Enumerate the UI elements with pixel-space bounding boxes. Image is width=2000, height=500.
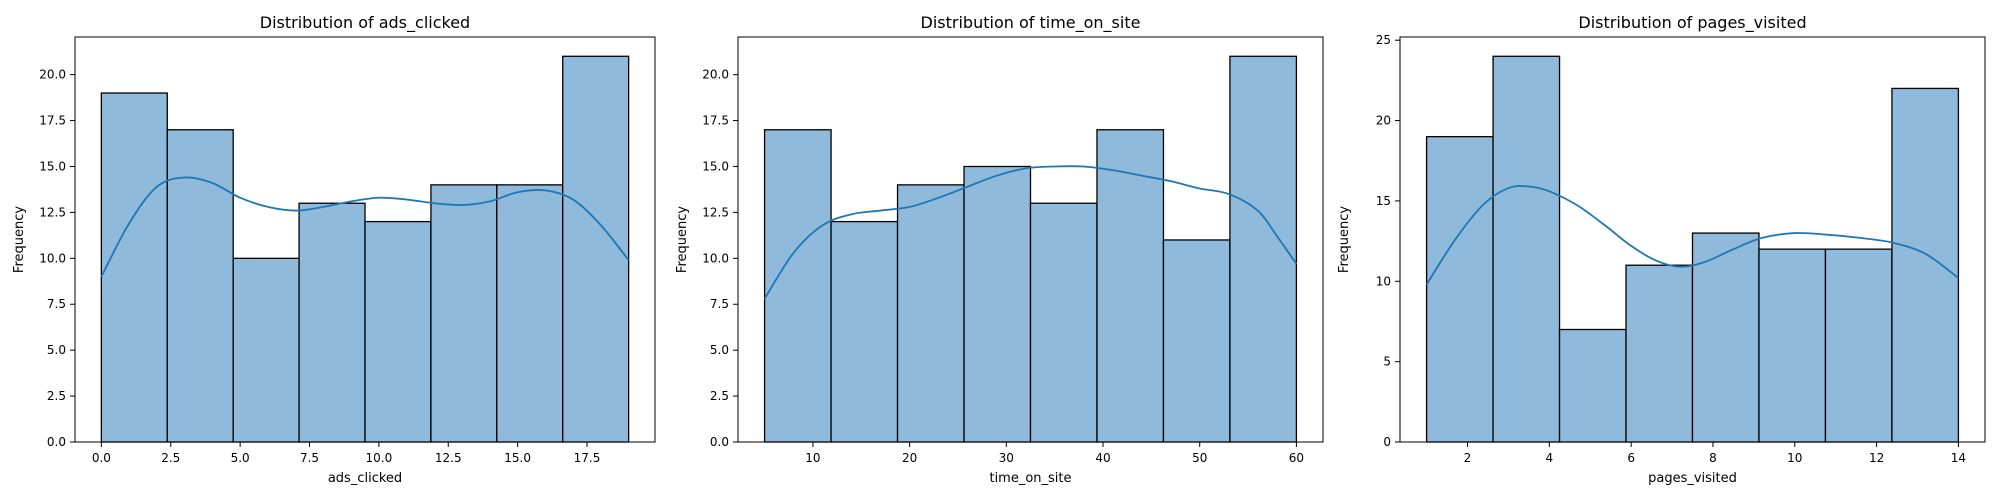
x-tick-label: 12.5: [435, 451, 462, 465]
y-tick-label: 0: [1383, 435, 1391, 449]
y-tick-label: 7.5: [47, 297, 66, 311]
x-tick-label: 0.0: [92, 451, 111, 465]
x-tick-label: 7.5: [300, 451, 319, 465]
histogram-bar: [1691, 232, 1760, 443]
x-tick-label: 2: [1464, 451, 1472, 465]
histogram-bar: [1758, 248, 1827, 443]
y-tick-label: 5.0: [710, 343, 729, 357]
y-axis-label: Frequency: [12, 206, 27, 273]
x-axis-label: pages_visited: [1648, 471, 1737, 486]
y-tick-label: 0.0: [47, 435, 66, 449]
y-tick-label: 10.0: [702, 251, 729, 265]
histogram-bar: [1162, 239, 1231, 443]
histogram-bar: [430, 184, 498, 443]
axes-frame: [74, 36, 656, 443]
x-tick-label: 8: [1709, 451, 1717, 465]
x-tick-label: 20: [902, 451, 917, 465]
panel-pages-visited: Distribution of pages_visited pages_visi…: [1337, 13, 1986, 486]
y-tick-label: 5.0: [47, 343, 66, 357]
chart-title: Distribution of pages_visited: [1578, 13, 1806, 33]
histogram-bar: [1492, 55, 1561, 443]
x-tick-label: 17.5: [574, 451, 601, 465]
histogram-bar: [1425, 135, 1494, 443]
y-tick-label: 0.0: [710, 435, 729, 449]
x-axis-label: time_on_site: [989, 471, 1071, 486]
x-tick-label: 10.0: [366, 451, 393, 465]
x-tick-label: 2.5: [161, 451, 180, 465]
x-tick-label: 60: [1289, 451, 1304, 465]
y-tick-label: 15.0: [39, 159, 66, 173]
y-tick-label: 17.5: [702, 114, 729, 128]
histogram-bar: [298, 202, 366, 443]
histogram-bar: [1891, 87, 1960, 443]
y-axis-label: Frequency: [1337, 206, 1352, 273]
x-tick-label: 12: [1869, 451, 1884, 465]
y-tick-label: 2.5: [47, 389, 66, 403]
histogram-bar: [232, 257, 300, 443]
axes-frame: [1399, 36, 1986, 443]
y-tick-label: 17.5: [39, 114, 66, 128]
panel-time-on-site: Distribution of time_on_site time_on_sit…: [675, 13, 1324, 486]
y-tick-label: 5: [1383, 355, 1391, 369]
x-tick-label: 10: [805, 451, 820, 465]
histogram-bar: [496, 184, 564, 443]
histogram-bar: [1096, 129, 1165, 443]
histogram-bar: [1824, 248, 1893, 443]
y-tick-label: 10: [1376, 274, 1391, 288]
panel-ads-clicked: Distribution of ads_clicked ads_clicked …: [12, 13, 656, 486]
histogram-bar: [562, 55, 630, 443]
y-tick-label: 12.5: [702, 205, 729, 219]
y-tick-label: 7.5: [710, 297, 729, 311]
axes-frame: [737, 36, 1324, 443]
y-tick-label: 15.0: [702, 159, 729, 173]
y-tick-label: 20.0: [39, 68, 66, 82]
x-tick-label: 6: [1627, 451, 1635, 465]
histogram-bar: [1625, 264, 1694, 443]
y-tick-label: 15: [1376, 194, 1391, 208]
chart-title: Distribution of time_on_site: [921, 13, 1141, 33]
x-tick-label: 5.0: [231, 451, 250, 465]
histogram-bar: [364, 220, 432, 443]
x-tick-label: 10: [1787, 451, 1802, 465]
y-tick-label: 2.5: [710, 389, 729, 403]
x-tick-label: 40: [1095, 451, 1110, 465]
y-axis-label: Frequency: [675, 206, 690, 273]
kde-line: [763, 165, 1298, 300]
histogram-bar: [1029, 202, 1098, 443]
y-tick-label: 10.0: [39, 251, 66, 265]
x-axis-label: ads_clicked: [328, 471, 402, 486]
histogram-bar: [963, 165, 1032, 443]
x-tick-label: 50: [1192, 451, 1207, 465]
x-tick-label: 15.0: [504, 451, 531, 465]
x-tick-label: 14: [1951, 451, 1966, 465]
x-tick-label: 30: [999, 451, 1014, 465]
x-tick-label: 4: [1545, 451, 1553, 465]
y-tick-label: 25: [1376, 33, 1391, 47]
chart-title: Distribution of ads_clicked: [260, 13, 470, 33]
y-tick-label: 12.5: [39, 205, 66, 219]
histogram-bar: [100, 92, 168, 443]
y-tick-label: 20: [1376, 114, 1391, 128]
histogram-bar: [1558, 328, 1627, 443]
kde-line: [100, 176, 630, 278]
histogram-bar: [166, 129, 234, 443]
kde-line: [1425, 185, 1959, 285]
histogram-bar: [763, 129, 832, 443]
histogram-bar: [896, 184, 965, 443]
histogram-bar: [830, 220, 899, 443]
y-tick-label: 20.0: [702, 68, 729, 82]
